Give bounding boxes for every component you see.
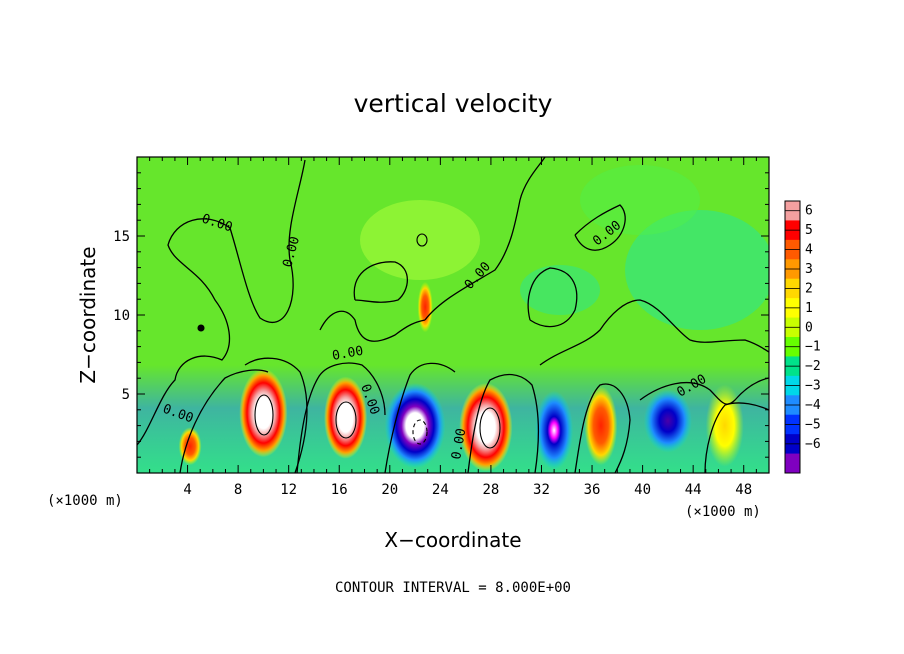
x-tick-label: 16 — [331, 482, 348, 498]
y-tick-label: 15 — [113, 229, 130, 245]
x-tick-label: 32 — [533, 482, 550, 498]
updraft-cell — [239, 368, 288, 458]
updraft-cell — [459, 382, 513, 472]
x-tick-label: 12 — [280, 482, 297, 498]
colorbar-tick-label: −6 — [805, 437, 821, 452]
colorbar-tick-label: 1 — [805, 301, 813, 316]
colorbar-swatch — [785, 453, 800, 474]
downdraft-cell — [643, 389, 692, 453]
inner-contours — [197, 233, 501, 449]
x-tick-label: 20 — [381, 482, 398, 498]
contour-line — [254, 394, 274, 436]
updraft-cell — [178, 427, 202, 466]
contour-label: 0.00 — [449, 427, 469, 460]
updraft-cell — [584, 386, 618, 466]
colorbar-tick-label: 2 — [805, 281, 813, 296]
contour-label: 0.00 — [331, 344, 364, 364]
x-tick-label: 24 — [432, 482, 449, 498]
contour-line — [574, 383, 631, 473]
contour-line — [179, 369, 269, 473]
y-tick-label: 10 — [113, 308, 130, 324]
y-axis-ticks: 5 10 15 — [113, 172, 769, 458]
contour-line — [353, 261, 409, 303]
velocity-cells — [178, 281, 744, 472]
contour-line — [527, 267, 578, 328]
contour-line — [416, 233, 428, 247]
updraft-cell — [324, 376, 368, 459]
contour-line — [197, 324, 205, 332]
downdraft-cell — [535, 390, 574, 470]
x-tick-label: 48 — [735, 482, 752, 498]
updraft-cell — [705, 384, 744, 467]
colorbar-tick-label: 6 — [805, 204, 813, 219]
colorbar-tick-label: −2 — [805, 359, 821, 374]
contour-line — [384, 362, 456, 473]
colorbar: 6 5 4 3 2 1 0 −1 −2 −3 −4 −5 −6 — [784, 200, 821, 474]
contour-line — [574, 204, 626, 251]
plot-area — [137, 157, 769, 473]
x-tick-label: 8 — [234, 482, 242, 498]
y-axis-label: Z−coordinate — [76, 246, 100, 383]
colorbar-tick-label: −3 — [805, 379, 821, 394]
colorbar-frame — [784, 200, 801, 474]
x-tick-label: 40 — [634, 482, 651, 498]
contour-line — [319, 310, 426, 342]
x-tick-label: 36 — [584, 482, 601, 498]
updraft-cell — [417, 281, 433, 333]
contour-line — [479, 407, 501, 449]
colorbar-tick-label: 0 — [805, 320, 813, 335]
contour-line — [412, 419, 428, 445]
colorbar-tick-label: 3 — [805, 262, 813, 277]
x-tick-label: 44 — [685, 482, 702, 498]
colorbar-tick-label: 4 — [805, 243, 813, 258]
contour-line — [296, 362, 386, 473]
chart-title: vertical velocity — [354, 89, 553, 118]
field-patch — [520, 265, 600, 315]
contour-line — [424, 157, 546, 321]
x-tick-label: 28 — [482, 482, 499, 498]
x-unit-label-right: (×1000 m) — [685, 504, 761, 520]
field-patch — [580, 165, 700, 235]
contour-line — [137, 159, 306, 446]
x-tick-label: 4 — [183, 482, 191, 498]
x-unit-label-left: (×1000 m) — [47, 493, 123, 509]
contour-line — [639, 377, 769, 405]
x-axis-ticks: 4 8 12 16 20 24 28 32 36 40 44 48 — [149, 157, 757, 498]
x-axis-label: X−coordinate — [384, 528, 521, 552]
field-patch — [360, 200, 480, 280]
contour-line — [704, 402, 769, 473]
colorbar-tick-label: 5 — [805, 223, 813, 238]
field-patch — [625, 210, 769, 330]
y-tick-label: 5 — [122, 387, 130, 403]
colorbar-tick-label: −1 — [805, 340, 821, 355]
contour-line — [467, 373, 540, 473]
colorbar-tick-label: −4 — [805, 398, 821, 413]
contour-line — [244, 357, 308, 473]
contour-line — [335, 401, 357, 439]
contour-line — [539, 299, 769, 366]
colorbar-tick-label: −5 — [805, 417, 821, 432]
contour-interval-note: CONTOUR INTERVAL = 8.000E+00 — [335, 580, 571, 596]
zero-contours — [137, 157, 769, 473]
